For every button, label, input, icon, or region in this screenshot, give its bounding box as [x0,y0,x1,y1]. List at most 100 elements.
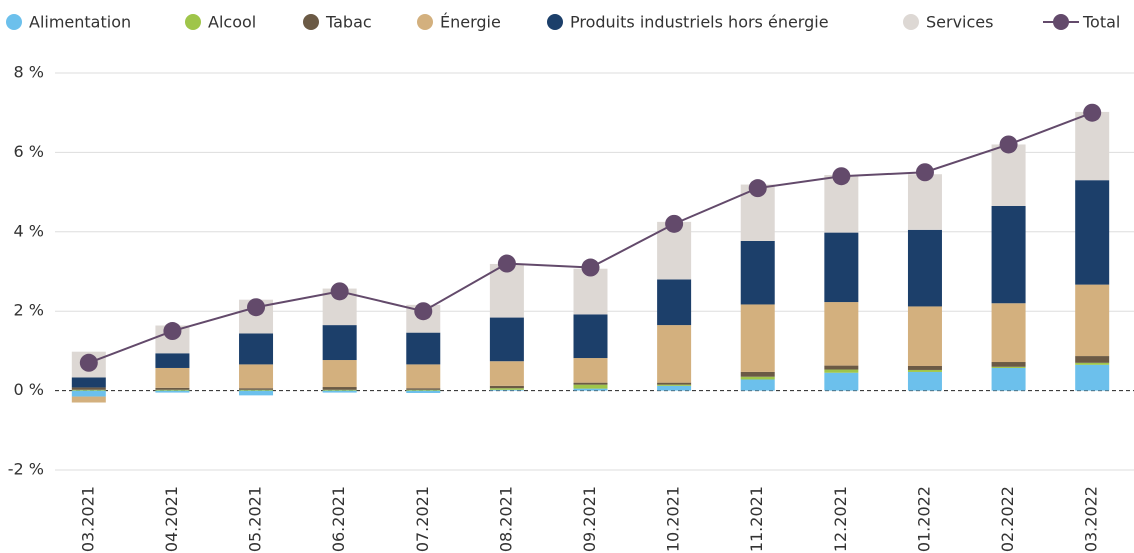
bar-segment [406,364,441,389]
bar-segment [657,279,692,326]
y-tick-label: -2 % [8,460,44,479]
bar-segment [740,371,775,377]
bar-segment [71,377,106,388]
bar-segment [489,361,524,386]
y-tick-label: 8 % [14,63,44,82]
legend-marker [6,14,22,30]
bar-segment [322,390,357,393]
bar-segment [155,353,190,368]
legend-marker [1053,14,1069,30]
bar-segment [322,389,357,391]
bar-segment [239,364,274,389]
legend-label: Alcool [208,13,256,32]
bar-segment [657,384,692,386]
bar-segment [489,385,524,389]
bar-segment [239,389,274,391]
bar-segment [824,232,859,303]
bar-segment [657,325,692,383]
bar-segment [406,389,441,391]
x-tick-label: 04.2021 [162,486,181,552]
bar-segment [239,333,274,365]
bar-segment [907,174,942,230]
bar-segment [740,304,775,372]
bar-segment [489,389,524,391]
y-tick-label: 0 % [14,380,44,399]
total-point [497,254,516,273]
bar-segment [907,306,942,366]
x-tick-label: 12.2021 [831,486,850,552]
x-tick-label: 11.2021 [747,486,766,552]
bar-segment [991,367,1026,391]
bar-segment [406,388,441,390]
bar-segment [991,362,1026,367]
x-tick-label: 03.2021 [78,486,97,552]
bar-segment [322,387,357,390]
x-tick-label: 01.2022 [914,486,933,552]
bar-segment [740,376,775,380]
bar-segment [239,388,274,390]
bar-segment [1075,364,1110,391]
total-point [748,179,767,198]
total-point [581,258,600,277]
bar-segment [824,369,859,373]
bar-segment [489,388,524,390]
bar-segment [71,390,106,397]
x-tick-label: 06.2021 [329,486,348,552]
bar-segment [155,390,190,393]
total-point [163,322,182,341]
legend-marker [185,14,201,30]
legend-label: Services [926,13,993,32]
total-point [1083,103,1102,122]
bar-segment [991,205,1026,304]
bar-segment [907,365,942,370]
legend-marker [903,14,919,30]
bar-segment [824,372,859,391]
x-tick-label: 03.2022 [1082,486,1101,552]
legend-marker [417,14,433,30]
y-tick-label: 4 % [14,221,44,240]
bar-segment [907,369,942,372]
bar-segment [1075,180,1110,285]
bar-segment [907,229,942,307]
bar-segment [573,358,608,383]
total-point [832,167,851,186]
bar-segment [573,314,608,359]
bar-segment [71,396,106,403]
bar-segment [322,325,357,361]
total-point [79,353,98,372]
bar-segment [824,302,859,366]
bar-segment [573,388,608,391]
x-tick-label: 08.2021 [496,486,515,552]
x-tick-label: 07.2021 [413,486,432,552]
legend-label: Tabac [325,13,372,32]
bar-segment [155,367,190,388]
bar-segment [991,303,1026,363]
legend-label: Énergie [440,13,501,32]
bar-segment [1075,356,1110,363]
bar-segment [657,385,692,391]
bar-segment [907,371,942,391]
x-tick-label: 10.2021 [664,486,683,552]
bar-segment [322,360,357,388]
legend-label: Alimentation [29,13,131,32]
bar-segment [573,382,608,385]
bar-segment [71,387,106,390]
bar-segment [1075,284,1110,357]
legend-label: Total [1082,13,1120,32]
legend-label: Produits industriels hors énergie [570,13,829,32]
bar-segment [406,390,441,393]
y-tick-label: 6 % [14,142,44,161]
y-tick-label: 2 % [14,301,44,320]
bar-segment [155,389,190,391]
bar-segment [1075,362,1110,365]
total-point [247,298,266,317]
bar-segment [740,379,775,391]
total-point [999,135,1018,154]
bar-segment [740,240,775,305]
bar-segment [489,317,524,362]
total-point [665,214,684,233]
legend-marker [303,14,319,30]
bar-segment [489,263,524,318]
total-point [330,282,349,301]
